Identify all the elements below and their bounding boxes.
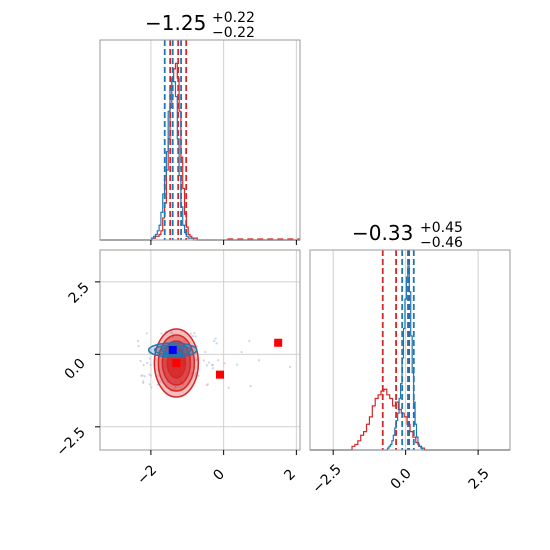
title-param2-minus: −0.46 [420,235,463,251]
title-param2-median: −0.33 [352,221,413,245]
sample-point [143,375,146,378]
sample-point [154,358,157,361]
hist-param1-series-0 [100,62,300,241]
x-tick-label: 2.5 [466,466,493,493]
sample-point [136,339,140,343]
grid-layer [100,40,479,450]
sample-point [257,359,261,362]
hist-param2-series-1 [310,265,510,451]
sample-point [190,372,193,375]
sample-point [146,361,149,365]
x-tick-label: 0 [210,466,228,484]
hist-param2-series-0 [310,388,510,451]
sample-point [158,380,162,383]
x-tick-label: −2 [134,462,160,488]
sample-point [240,350,243,354]
sample-point [142,380,145,383]
sample-point [197,374,200,377]
panel-marginal-param1 [99,39,301,241]
sample-point [173,387,176,390]
point-marker [216,370,224,379]
x-tick-label: −2.5 [309,461,344,496]
marginal-param2-layer [310,250,510,451]
sample-point [217,359,220,362]
sample-point [170,331,173,334]
sample-point [157,374,160,377]
sample-point [249,385,252,388]
sample-point [137,345,140,348]
y-tick-label: 2.5 [66,280,93,307]
sample-point [160,332,163,335]
y-tick-label: −2.5 [53,424,88,459]
sample-point [211,367,214,370]
sample-point [193,332,196,335]
sample-point [183,339,186,343]
sample-point [248,339,251,343]
title-param1-median: −1.25 [145,11,206,35]
marginal-param1-layer [100,40,300,241]
sample-point [206,383,209,386]
title-param1-minus: −0.22 [212,25,255,41]
sample-point [194,372,197,375]
sample-point [149,374,153,377]
sample-point [195,358,198,362]
sample-point [150,386,153,389]
sample-point [148,383,151,386]
sample-point [227,386,230,389]
hist-param1-series-1 [100,77,300,241]
panel-joint [99,249,301,451]
sample-point [215,342,218,345]
sample-point [213,339,216,343]
sample-point [189,332,192,335]
title-param1: −1.25 +0.22 −0.22 [145,10,255,41]
sample-point [142,364,145,367]
sample-point [214,337,217,340]
panel-marginal-param2 [309,249,511,451]
point-marker [168,346,177,354]
title-param1-plus: +0.22 [212,10,255,26]
sample-point [140,374,143,377]
title-param2-plus: +0.45 [420,220,463,236]
sample-point [205,364,209,367]
sample-point [207,361,210,364]
panel-frames [99,39,511,451]
joint-density-layer [136,328,292,398]
sample-point [194,335,197,338]
sample-point [202,359,205,362]
sample-point [236,363,239,366]
sample-point [139,359,142,362]
sample-point [288,365,292,369]
title-param2: −0.33 +0.45 −0.46 [352,220,463,251]
point-marker [172,359,181,368]
ticks-layer [95,240,479,455]
point-marker [274,338,283,347]
x-tick-label: 2 [281,466,299,484]
sample-point [148,357,151,360]
x-tick-label: 0.0 [388,466,415,493]
sample-point [191,334,194,338]
sample-point [210,364,214,367]
y-tick-label: 0.0 [62,356,89,383]
sample-point [145,332,149,335]
sample-point [193,374,197,377]
sample-point [149,363,152,367]
sample-point [204,350,207,354]
sample-point [148,373,151,376]
sample-point [223,362,226,365]
